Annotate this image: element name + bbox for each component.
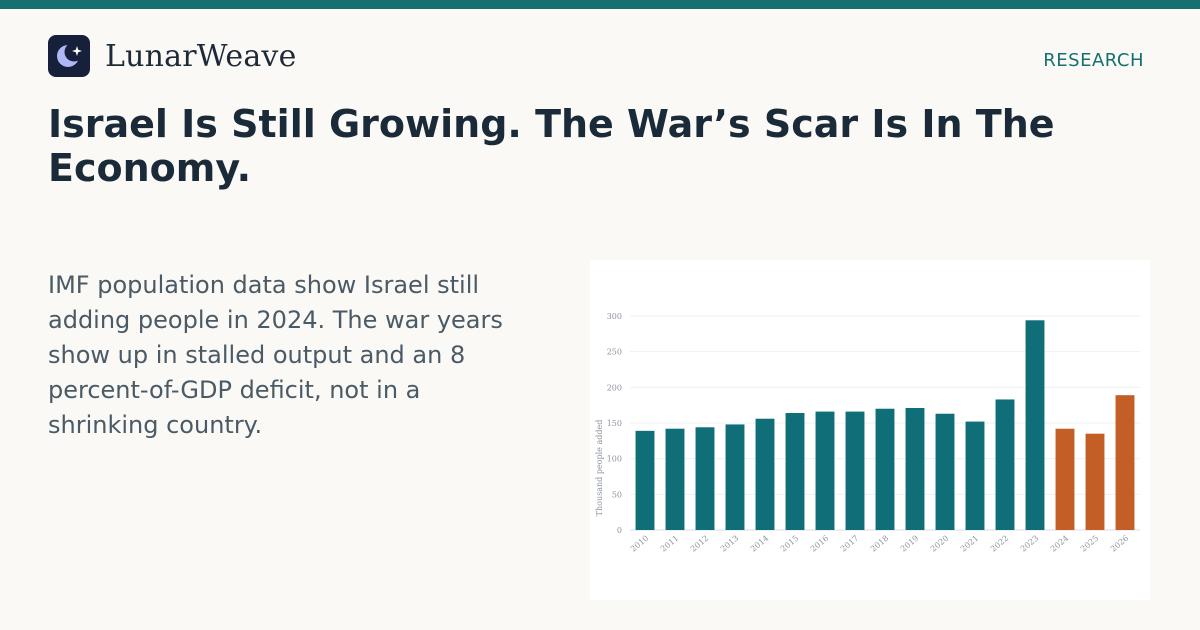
y-tick-label: 200 — [607, 383, 622, 392]
article-lede: IMF population data show Israel still ad… — [48, 271, 503, 439]
x-tick-label: 2016 — [809, 534, 830, 554]
bar-2023[interactable] — [1025, 320, 1045, 530]
y-tick-label: 0 — [617, 526, 622, 535]
x-tick-label: 2011 — [659, 534, 680, 554]
bar-2024[interactable] — [1055, 428, 1075, 530]
y-tick-label: 150 — [607, 419, 622, 428]
x-tick-label: 2023 — [1019, 534, 1040, 554]
x-tick-label: 2021 — [959, 534, 980, 554]
x-tick-label: 2012 — [689, 534, 710, 554]
x-tick-label: 2025 — [1079, 534, 1100, 554]
bar-2011[interactable] — [665, 428, 685, 530]
bar-2020[interactable] — [935, 413, 955, 530]
y-tick-label: 250 — [607, 348, 622, 357]
bar-2017[interactable] — [845, 411, 865, 530]
x-tick-label: 2013 — [719, 534, 740, 554]
bar-2022[interactable] — [995, 399, 1015, 530]
section-link-research[interactable]: RESEARCH — [1043, 50, 1144, 71]
y-tick-label: 300 — [607, 312, 622, 321]
x-tick-label: 2026 — [1109, 534, 1130, 554]
bar-2025[interactable] — [1085, 433, 1105, 530]
bar-2010[interactable] — [635, 430, 655, 530]
y-tick-labels: 0 50 100 150 200 250 300 — [607, 312, 622, 535]
x-tick-label: 2022 — [989, 534, 1010, 554]
bars — [635, 320, 1135, 530]
x-tick-label: 2017 — [839, 534, 860, 554]
bar-2016[interactable] — [815, 411, 835, 530]
x-tick-labels: 2010 2011 2012 2013 2014 2015 2016 2017 2018 2019… — [629, 534, 1130, 554]
chart-card: 0 50 100 150 200 250 300 2010 2011 2012 2013 2014 2… — [590, 260, 1150, 600]
y-tick-label: 100 — [607, 455, 622, 464]
brand-name: LunarWeave — [105, 38, 297, 74]
bar-2021[interactable] — [965, 421, 985, 530]
x-tick-label: 2019 — [899, 534, 920, 554]
article-title: Israel Is Still Growing. The War’s Scar … — [48, 102, 1055, 190]
y-tick-label: 50 — [612, 490, 622, 499]
x-tick-label: 2010 — [629, 534, 650, 554]
crescent-moon-star-icon — [48, 35, 90, 77]
x-tick-label: 2014 — [749, 534, 770, 554]
bar-2019[interactable] — [905, 408, 925, 530]
x-tick-label: 2018 — [869, 534, 890, 554]
bar-2015[interactable] — [785, 413, 805, 530]
x-tick-label: 2020 — [929, 534, 950, 554]
top-accent-bar — [0, 0, 1200, 9]
y-axis-label: Thousand people added — [595, 420, 604, 517]
bar-2018[interactable] — [875, 408, 895, 530]
bar-2014[interactable] — [755, 418, 775, 530]
bar-2012[interactable] — [695, 427, 715, 530]
x-tick-label: 2024 — [1049, 534, 1070, 554]
bar-2013[interactable] — [725, 424, 745, 530]
brand[interactable]: LunarWeave — [48, 35, 297, 77]
x-tick-label: 2015 — [779, 534, 800, 554]
bar-2026[interactable] — [1115, 395, 1135, 530]
